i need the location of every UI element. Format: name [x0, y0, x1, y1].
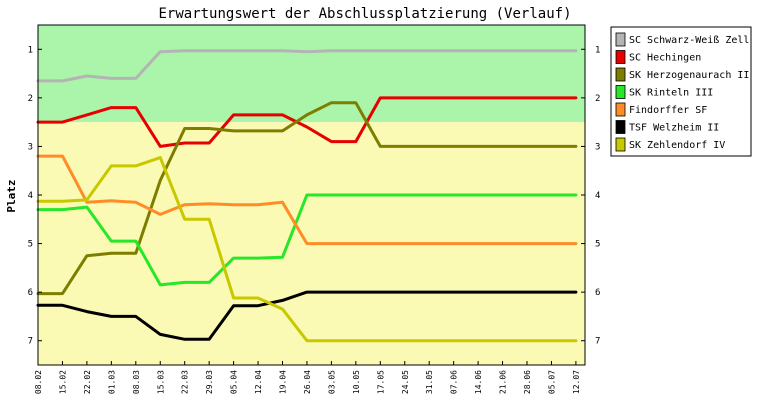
legend: SC Schwarz-Weiß Zell SC Hechingen SK Herzo…: [610, 26, 752, 157]
legend-swatch-3: [615, 67, 626, 82]
x-tick-label-16: 24.05: [401, 370, 410, 394]
legend-swatch-6: [615, 120, 626, 134]
y-tick-label-left-1: 1: [28, 45, 33, 55]
series-line-2: [36, 96, 578, 148]
x-tick-label-5: 08.03: [132, 370, 141, 394]
y-axis-left: 1 2 3 4 5 6 7: [28, 45, 42, 347]
series-line-4: [36, 193, 578, 287]
x-tick-label-20: 21.06: [499, 370, 508, 394]
y-tick-label-left-6: 6: [28, 288, 33, 298]
y-tick-label-left-7: 7: [28, 337, 33, 347]
x-tick-label-6: 15.03: [156, 370, 165, 394]
y-tick-label-right-6: 6: [595, 288, 600, 298]
x-tick-label-2: 15.02: [58, 370, 67, 394]
y-tick-label-right-7: 7: [595, 337, 600, 347]
series-line-5: [36, 154, 578, 246]
x-axis: 08.02 15.02 22.02 01.03 08.03 15.03 22.03 29.03…: [34, 361, 581, 394]
series-layer: [36, 49, 578, 343]
series-line-7: [36, 156, 578, 343]
legend-label-1: SC Schwarz-Weiß Zell: [629, 35, 749, 46]
legend-label-2: SC Hechingen: [629, 53, 701, 64]
x-tick-label-23: 12.07: [572, 370, 581, 394]
legend-label-6: TSF Welzheim II: [629, 123, 719, 134]
x-tick-label-15: 17.05: [376, 370, 385, 394]
y-tick-label-right-5: 5: [595, 240, 600, 250]
x-tick-label-17: 31.05: [425, 370, 434, 394]
x-tick-label-1: 08.02: [34, 370, 43, 394]
legend-swatch-4: [615, 85, 626, 99]
x-tick-label-18: 07.06: [450, 370, 459, 394]
legend-label-5: Findorffer SF: [629, 105, 707, 116]
x-tick-label-21: 28.06: [523, 370, 532, 394]
zone-band-1: [38, 25, 585, 123]
x-tick-label-4: 01.03: [107, 370, 116, 394]
x-tick-label-14: 10.05: [352, 370, 361, 394]
legend-box: [610, 26, 752, 157]
x-tick-label-3: 22.02: [83, 370, 92, 394]
y-tick-label-left-3: 3: [28, 142, 33, 152]
y-tick-label-left-5: 5: [28, 240, 33, 250]
x-tick-label-7: 22.03: [181, 370, 190, 394]
series-line-6: [36, 290, 578, 341]
x-tick-label-13: 03.05: [327, 370, 336, 394]
y-axis-right: 1 2 3 4 5 6 7: [581, 45, 600, 347]
y-axis-label: Platz: [5, 179, 18, 212]
x-tick-label-10: 12.04: [254, 370, 263, 394]
x-tick-label-8: 29.03: [205, 370, 214, 394]
x-tick-label-11: 19.04: [279, 370, 288, 394]
y-tick-label-right-4: 4: [595, 191, 600, 201]
legend-label-3: SK Herzogenaurach II: [629, 70, 749, 81]
legend-label-4: SK Rinteln III: [629, 88, 713, 99]
y-tick-label-right-2: 2: [595, 94, 600, 104]
x-tick-label-19: 14.06: [474, 370, 483, 394]
x-tick-label-12: 26.04: [303, 370, 312, 394]
legend-swatch-2: [615, 50, 626, 64]
y-tick-label-right-3: 3: [595, 142, 600, 152]
y-tick-label-left-2: 2: [28, 94, 33, 104]
legend-swatch-7: [615, 137, 626, 152]
series-line-1: [36, 49, 578, 83]
x-tick-label-9: 05.04: [230, 370, 239, 394]
legend-label-7: SK Zehlendorf IV: [629, 140, 725, 151]
legend-swatch-5: [615, 102, 626, 117]
y-tick-label-left-4: 4: [28, 191, 33, 201]
series-line-3: [36, 101, 578, 296]
y-tick-label-right-1: 1: [595, 45, 600, 55]
chart-title: Erwartungswert der Abschlussplatzierung …: [158, 6, 571, 22]
legend-swatch-1: [615, 32, 626, 47]
x-tick-label-22: 05.07: [547, 370, 556, 394]
